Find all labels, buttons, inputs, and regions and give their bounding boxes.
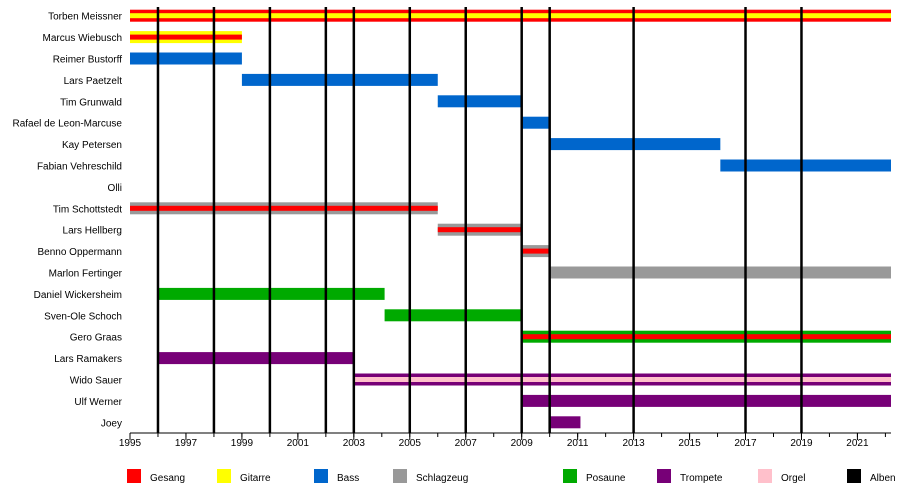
member-label-benno-oppermann: Benno Oppermann <box>37 247 122 258</box>
x-tick-label-2019: 2019 <box>790 438 813 449</box>
legend-label-gitarre: Gitarre <box>240 473 271 484</box>
legend-label-posaune: Posaune <box>586 473 626 484</box>
legend-swatch-alben <box>847 469 861 483</box>
legend-swatch-bass <box>314 469 328 483</box>
member-label-joey: Joey <box>101 418 122 429</box>
bar-rafael-de-leon-marcuse-bass <box>521 116 550 129</box>
x-tick-label-2011: 2011 <box>567 438 589 449</box>
legend: Gesang Gitarre Bass Schlagzeug Posaune Trompe… <box>127 469 896 484</box>
member-label-kay-petersen: Kay Petersen <box>62 140 122 151</box>
member-label-tim-grunwald: Tim Grunwald <box>60 97 122 108</box>
bar-torben-meissner-gitarre <box>130 13 891 19</box>
bar-ulf-werner-trompete <box>521 394 891 407</box>
legend-swatch-schlagzeug <box>393 469 407 483</box>
bar-gero-graas-gesang <box>521 334 891 340</box>
album-lines <box>156 7 803 433</box>
legend-label-alben: Alben <box>870 473 896 484</box>
x-tick-label-2001: 2001 <box>287 438 310 449</box>
legend-swatch-gitarre <box>217 469 231 483</box>
member-bars <box>130 9 892 429</box>
x-tick-label-2013: 2013 <box>622 438 645 449</box>
bar-benno-oppermann-gesang <box>521 248 550 254</box>
x-tick-label-1999: 1999 <box>231 438 254 449</box>
legend-label-orgel: Orgel <box>781 473 805 484</box>
x-tick-label-2009: 2009 <box>511 438 534 449</box>
legend-label-bass: Bass <box>337 473 359 484</box>
member-label-torben-meissner: Torben Meissner <box>48 12 123 23</box>
legend-swatch-gesang <box>127 469 141 483</box>
bar-kay-petersen-bass <box>549 138 721 151</box>
member-label-marlon-fertinger: Marlon Fertinger <box>49 269 123 280</box>
member-label-lars-ramakers: Lars Ramakers <box>54 354 122 365</box>
bar-lars-ramakers-trompete <box>157 352 354 365</box>
member-label-marcus-wiebusch: Marcus Wiebusch <box>43 33 122 44</box>
bar-joey-trompete <box>549 416 581 429</box>
x-tick-label-2017: 2017 <box>734 438 757 449</box>
bar-lars-hellberg-gesang <box>437 227 522 233</box>
bar-wido-sauer-orgel <box>353 377 892 382</box>
member-labels: Torben Meissner Marcus Wiebusch Reimer Bus… <box>12 12 122 430</box>
legend-swatch-orgel <box>758 469 772 483</box>
bar-tim-schottstedt-gesang <box>130 205 438 211</box>
member-label-fabian-vehreschild: Fabian Vehreschild <box>37 162 122 173</box>
member-label-gero-graas: Gero Graas <box>70 333 122 344</box>
x-axis: 1995 1997 1999 2001 2003 2005 2007 2009 2011 2013… <box>119 432 891 449</box>
bar-daniel-wickersheim-posaune <box>157 287 385 300</box>
x-tick-label-1997: 1997 <box>175 438 198 449</box>
member-label-rafael-de-leon-marcuse: Rafael de Leon-Marcuse <box>12 119 122 130</box>
legend-swatch-posaune <box>563 469 577 483</box>
legend-label-gesang: Gesang <box>150 473 185 484</box>
x-tick-label-2003: 2003 <box>343 438 366 449</box>
member-label-olli: Olli <box>108 183 122 194</box>
bar-marlon-fertinger-schlagzeug <box>549 266 891 279</box>
member-label-tim-schottstedt: Tim Schottstedt <box>53 204 122 215</box>
member-label-reimer-bustorff: Reimer Bustorff <box>53 55 123 66</box>
bar-marcus-wiebusch-gesang <box>130 34 242 40</box>
bar-tim-grunwald-bass <box>437 95 522 108</box>
x-tick-label-2005: 2005 <box>399 438 422 449</box>
bar-sven-ole-schoch-posaune <box>384 309 522 322</box>
bar-reimer-bustorff-bass <box>130 52 242 65</box>
member-label-lars-paetzelt: Lars Paetzelt <box>64 76 123 87</box>
legend-label-trompete: Trompete <box>680 473 723 484</box>
member-label-sven-ole-schoch: Sven-Ole Schoch <box>44 311 122 322</box>
x-tick-label-2007: 2007 <box>455 438 478 449</box>
x-tick-label-2015: 2015 <box>678 438 701 449</box>
member-label-ulf-werner: Ulf Werner <box>74 397 122 408</box>
member-label-wido-sauer: Wido Sauer <box>70 376 123 387</box>
legend-label-schlagzeug: Schlagzeug <box>416 473 468 484</box>
legend-swatch-trompete <box>657 469 671 483</box>
x-tick-label-2021: 2021 <box>846 438 869 449</box>
bar-lars-paetzelt-bass <box>241 73 438 86</box>
member-label-lars-hellberg: Lars Hellberg <box>63 226 122 237</box>
member-label-daniel-wickersheim: Daniel Wickersheim <box>34 290 122 301</box>
bar-fabian-vehreschild-bass <box>720 159 891 172</box>
x-tick-label-1995: 1995 <box>119 438 142 449</box>
